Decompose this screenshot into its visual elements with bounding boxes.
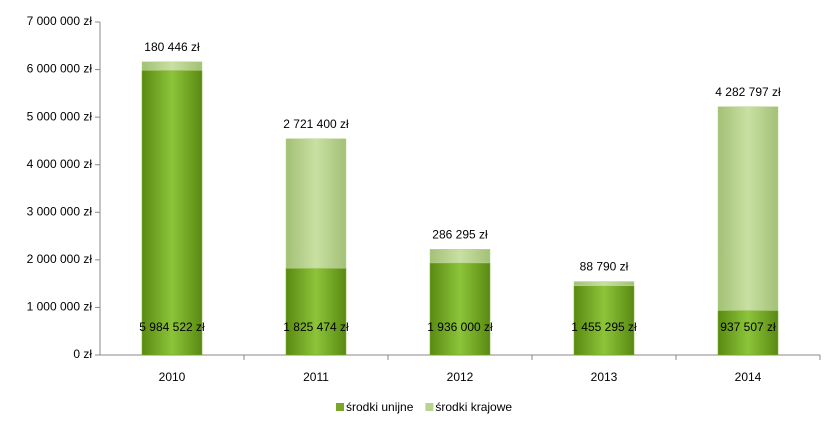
y-tick-label: 1 000 000 zł (27, 300, 93, 314)
data-label: 180 446 zł (144, 40, 200, 54)
data-label: 88 790 zł (580, 260, 629, 274)
y-tick-label: 6 000 000 zł (27, 62, 93, 76)
bar-segment (717, 310, 779, 356)
y-tick-label: 2 000 000 zł (27, 252, 93, 266)
legend-swatch (425, 403, 434, 411)
bar-segment (285, 267, 347, 356)
bar-segment (141, 70, 203, 356)
y-tick-label: 7 000 000 zł (27, 14, 93, 28)
x-tick-label: 2014 (735, 370, 762, 384)
data-label: 1 825 474 zł (283, 320, 349, 334)
x-tick-label: 2010 (159, 370, 186, 384)
bar-segment (717, 106, 779, 311)
bar-segment (573, 285, 635, 356)
y-tick-label: 3 000 000 zł (27, 204, 93, 218)
x-tick-label: 2013 (591, 370, 618, 384)
y-tick-label: 0 zł (73, 347, 92, 361)
data-label: 2 721 400 zł (283, 117, 349, 131)
legend-swatch (336, 403, 344, 411)
data-label: 1 455 295 zł (571, 320, 637, 334)
bar-segment (573, 281, 635, 287)
legend-label: środki unijne (346, 400, 414, 414)
bar-segment (285, 138, 347, 269)
data-label: 4 282 797 zł (715, 85, 781, 99)
legend-label: środki krajowe (435, 400, 512, 414)
bar-segment (429, 249, 491, 264)
y-tick-label: 4 000 000 zł (27, 157, 93, 171)
y-tick-label: 5 000 000 zł (27, 109, 93, 123)
x-tick-label: 2011 (303, 370, 329, 384)
bar-segment (141, 61, 203, 71)
data-label: 1 936 000 zł (427, 320, 493, 334)
bar-segment (429, 262, 491, 356)
data-label: 286 295 zł (432, 227, 488, 241)
data-label: 5 984 522 zł (139, 320, 205, 334)
x-tick-label: 2012 (447, 370, 474, 384)
data-label: 937 507 zł (720, 320, 776, 334)
